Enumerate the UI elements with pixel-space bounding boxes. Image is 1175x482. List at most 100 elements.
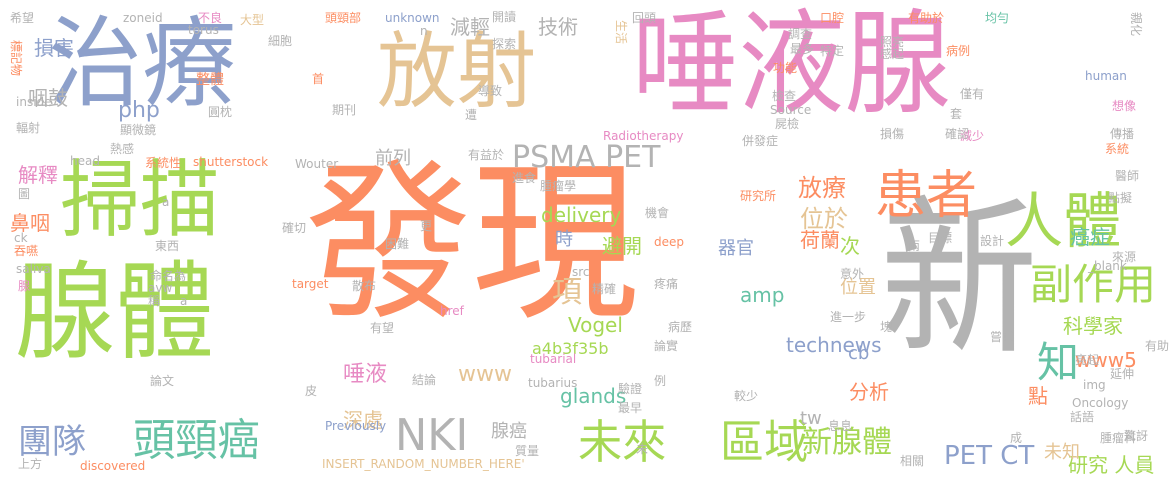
cloud-word: avw xyxy=(148,281,173,295)
cloud-word: shutterstock xyxy=(193,155,269,169)
cloud-word: 確認 xyxy=(945,127,970,141)
cloud-word: 想像 xyxy=(1112,99,1137,113)
cloud-word: discovered xyxy=(80,459,146,473)
cloud-word: 疼痛 xyxy=(654,277,679,291)
cloud-word: 標記物 xyxy=(9,40,23,77)
cloud-word: amp xyxy=(740,283,785,307)
cloud-word: 研究 人員 xyxy=(1068,453,1155,477)
cloud-word: 項 xyxy=(552,275,582,310)
cloud-word: 技術 xyxy=(538,15,578,39)
cloud-word: img xyxy=(1083,378,1106,392)
cloud-word: technews xyxy=(786,333,882,357)
cloud-word: Oncology xyxy=(1072,396,1129,410)
cloud-word: a xyxy=(180,294,188,308)
cloud-word: 新腺體 xyxy=(802,425,892,460)
cloud-word: 唾液腺 xyxy=(632,0,951,130)
cloud-word: 息息 xyxy=(828,419,853,433)
cloud-word: php xyxy=(118,98,160,123)
cloud-word: 知 xyxy=(1037,338,1080,387)
cloud-word: 器官 xyxy=(718,238,754,259)
cloud-word: torus xyxy=(188,23,219,37)
cloud-word: 併發症 xyxy=(742,134,779,148)
cloud-word: Wouter xyxy=(295,157,339,171)
cloud-word: 希望 xyxy=(10,11,35,25)
cloud-word: 檢查 xyxy=(772,89,797,103)
cloud-word: 系統 xyxy=(1105,142,1130,156)
cloud-word: 生活 xyxy=(614,20,628,45)
cloud-word: 減輕 xyxy=(450,15,490,39)
cloud-word: INSERT_RANDOM_NUMBER_HERE' xyxy=(322,457,525,471)
cloud-word: www5 xyxy=(1075,348,1137,372)
cloud-word: 整體 xyxy=(196,72,224,88)
cloud-word: 機會 xyxy=(645,206,670,220)
cloud-word: tubarial xyxy=(530,352,577,366)
cloud-word: unknown xyxy=(385,11,440,25)
cloud-word: 掃描 xyxy=(60,151,220,249)
cloud-word: glands xyxy=(560,384,627,408)
cloud-word: 次 xyxy=(840,234,860,258)
cloud-word: 相關 xyxy=(900,454,925,468)
cloud-word: 意外 xyxy=(840,267,865,281)
cloud-word: cb xyxy=(848,343,870,364)
cloud-word: 放射 xyxy=(377,23,537,120)
cloud-word: Previously xyxy=(325,419,387,433)
cloud-word: 放療 xyxy=(798,174,846,202)
cloud-word: 散布 xyxy=(352,279,377,293)
cloud-word: 細胞 xyxy=(268,34,293,48)
cloud-word: 塊 xyxy=(880,320,893,334)
cloud-word: 時 xyxy=(555,229,573,250)
cloud-word: 話語 xyxy=(1070,410,1095,424)
cloud-word: 腺 xyxy=(18,279,31,293)
cloud-word: 損害 xyxy=(34,36,74,60)
cloud-word: 目標 xyxy=(928,231,953,245)
cloud-word: a xyxy=(162,195,170,209)
cloud-word: 減少 xyxy=(960,129,985,143)
cloud-word: 不良 xyxy=(198,11,223,25)
cloud-word: 開讀 xyxy=(492,10,517,24)
cloud-word: 親化 xyxy=(1129,12,1143,37)
cloud-word: 遭 xyxy=(465,108,478,122)
cloud-word: 發現 xyxy=(305,143,639,344)
cloud-word: 未知 xyxy=(1044,442,1080,463)
cloud-word: 頭頸癌 xyxy=(133,415,260,466)
cloud-word: inside xyxy=(16,95,52,109)
cloud-word: 損傷 xyxy=(880,127,905,141)
cloud-word: 有助 xyxy=(1145,339,1170,353)
cloud-word: 期刊 xyxy=(332,103,357,117)
cloud-word: 系統性 xyxy=(145,156,182,170)
cloud-word: 新 xyxy=(880,181,1039,379)
cloud-word: Radiotherapy xyxy=(603,129,684,143)
cloud-word: 功能 xyxy=(773,61,798,75)
cloud-word: 稱 xyxy=(148,294,161,308)
cloud-word: 熱感 xyxy=(110,142,135,156)
cloud-word: Source xyxy=(770,103,812,117)
cloud-word: 驚訝 xyxy=(1124,429,1149,443)
cloud-word: 成 xyxy=(1010,431,1023,445)
cloud-word: 位置 xyxy=(840,277,876,298)
cloud-word: 患者 xyxy=(875,166,977,226)
cloud-word: 唾液 xyxy=(343,362,388,387)
cloud-word: 分析 xyxy=(849,380,889,404)
cloud-word: 例 xyxy=(654,374,667,388)
cloud-word: src xyxy=(572,265,590,279)
cloud-word: 點擬 xyxy=(1108,191,1133,205)
cloud-word: 腺體 xyxy=(15,251,215,374)
cloud-word: 癌症 xyxy=(1070,225,1110,249)
cloud-word: PSMA PET xyxy=(512,140,661,175)
cloud-word: Vogel xyxy=(568,313,623,337)
cloud-word: 點 xyxy=(1028,384,1048,408)
cloud-word: 治療 xyxy=(48,7,237,121)
cloud-word: 探索 xyxy=(492,37,517,51)
cloud-word: 有益於 xyxy=(468,148,505,162)
cloud-word: _blank xyxy=(1088,259,1127,273)
cloud-word: 延伸 xyxy=(1110,367,1135,381)
cloud-word: 大型 xyxy=(240,13,265,27)
cloud-word: head xyxy=(70,154,100,168)
cloud-word: tw xyxy=(800,408,822,429)
cloud-word: 設計 xyxy=(980,234,1005,248)
cloud-word: 避開 xyxy=(602,234,642,258)
cloud-word: 解釋 xyxy=(18,163,58,187)
cloud-word: 前列 xyxy=(375,148,411,169)
cloud-word: zoneid xyxy=(123,11,163,25)
cloud-word: 更 xyxy=(420,219,433,233)
